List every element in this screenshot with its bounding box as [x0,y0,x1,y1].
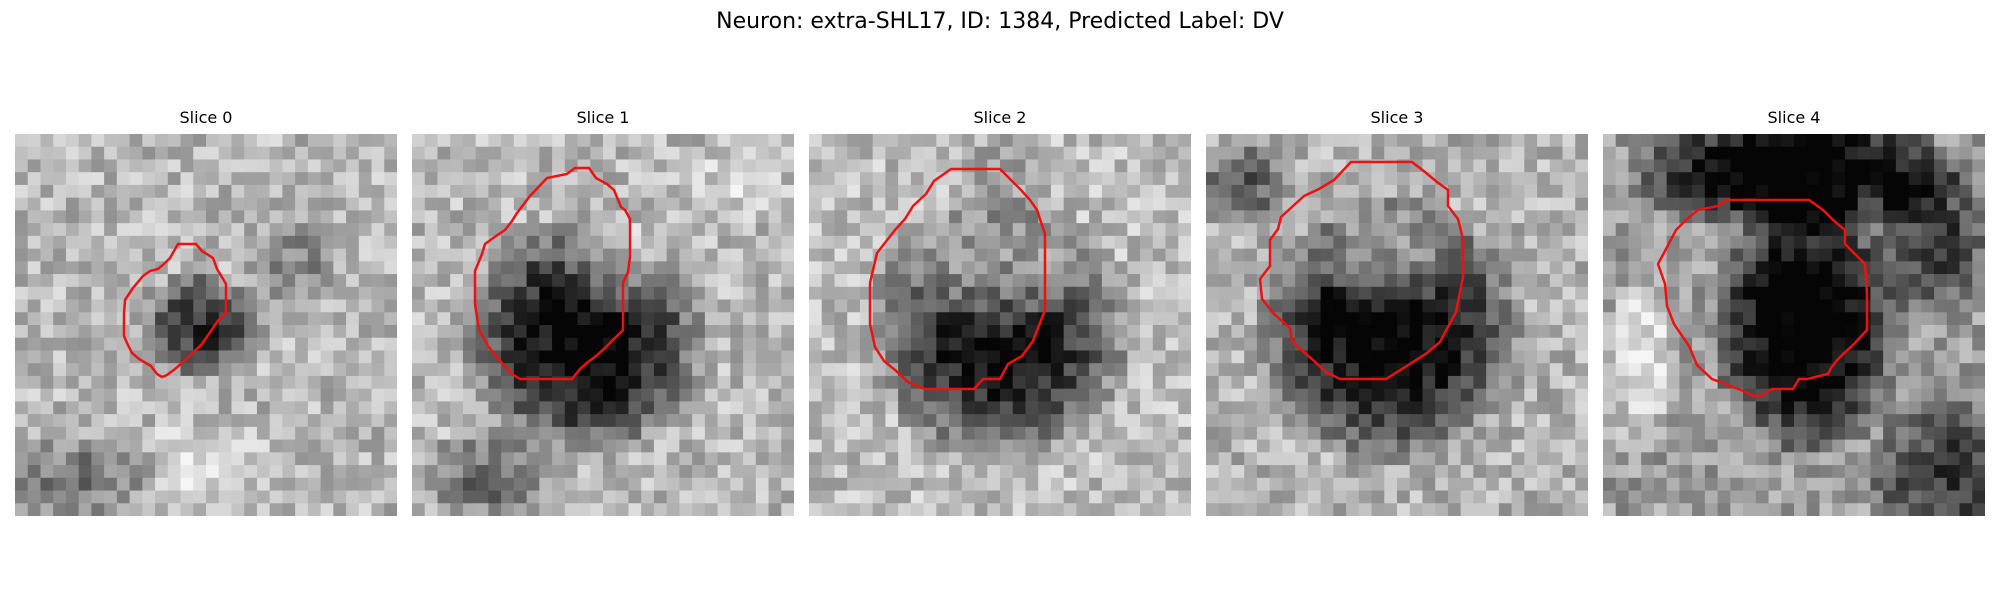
contour-outline [122,242,228,379]
slice-image [412,134,794,516]
grayscale-pixel-grid [15,134,397,516]
grayscale-pixel-grid [1206,134,1588,516]
contour-outline [868,167,1047,391]
slice-panel-4: Slice 4 [1603,108,1985,516]
figure-title: Neuron: extra-SHL17, ID: 1384, Predicted… [716,9,1284,34]
grayscale-pixel-grid [1603,134,1985,516]
slice-panel-1: Slice 1 [412,108,794,516]
grayscale-pixel-grid [412,134,794,516]
slice-title: Slice 0 [179,108,233,127]
slice-panel-2: Slice 2 [809,108,1191,516]
slice-panel-3: Slice 3 [1206,108,1588,516]
slice-image [1603,134,1985,516]
slice-image [1206,134,1588,516]
slice-title: Slice 1 [576,108,630,127]
contour-outline [1656,198,1869,398]
slice-title: Slice 4 [1767,108,1821,127]
slice-title: Slice 3 [1370,108,1424,127]
slice-image [809,134,1191,516]
slice-image [15,134,397,516]
contour-outline [473,166,632,381]
contour-outline [1258,160,1465,381]
grayscale-pixel-grid [809,134,1191,516]
slice-panel-0: Slice 0 [15,108,397,516]
slice-title: Slice 2 [973,108,1027,127]
